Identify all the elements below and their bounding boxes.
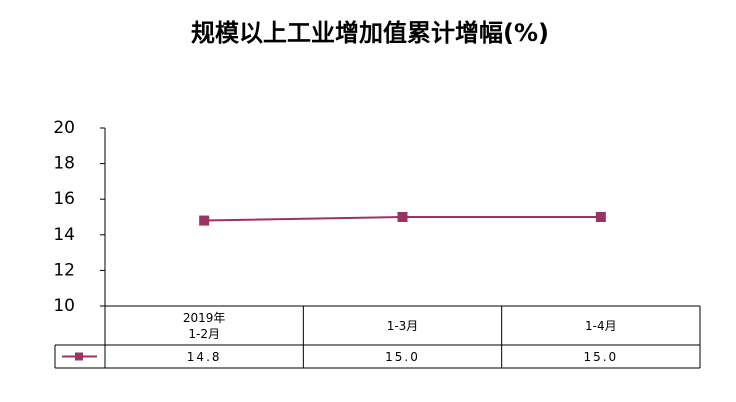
value-label: 15.0 — [583, 349, 619, 364]
y-tick-label: 14 — [53, 225, 75, 245]
value-label: 14.8 — [186, 349, 222, 364]
category-label: 1-3月 — [386, 318, 419, 333]
category-label: 1-4月 — [585, 318, 617, 333]
y-tick-label: 12 — [53, 260, 75, 280]
chart-title: 规模以上工业增加值累计增幅(%) — [191, 19, 549, 47]
y-tick-label: 20 — [53, 118, 75, 138]
y-tick-label: 18 — [53, 154, 75, 174]
marker — [199, 215, 210, 226]
marker — [595, 212, 606, 222]
y-tick-label: 10 — [53, 296, 75, 316]
y-tick-label: 16 — [53, 189, 75, 209]
marker — [397, 212, 408, 222]
value-label: 15.0 — [385, 349, 420, 364]
legend-marker — [75, 352, 83, 361]
category-label: 2019年 1-2月 — [182, 310, 226, 341]
